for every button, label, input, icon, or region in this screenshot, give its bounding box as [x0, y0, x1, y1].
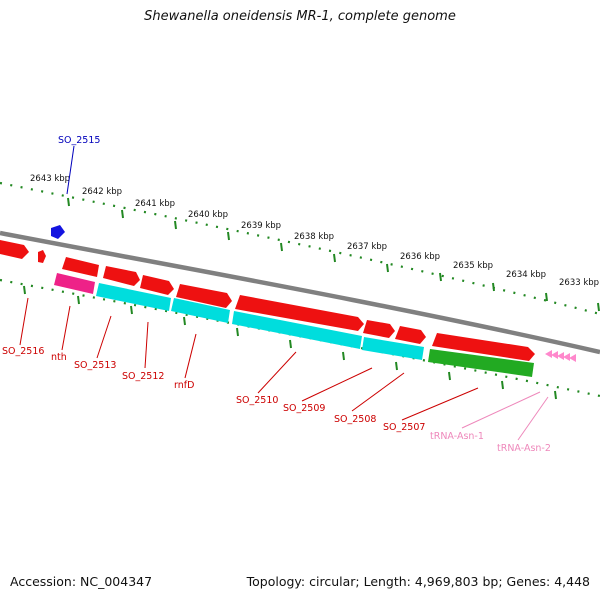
leader-so2513	[96, 315, 112, 359]
outer-major-tick	[492, 282, 495, 292]
inner-major-tick	[23, 285, 26, 295]
trna-arrow-1[interactable]	[545, 350, 552, 358]
outer-major-tick	[386, 263, 389, 273]
feature-so2508-forward[interactable]	[395, 326, 426, 344]
outer-major-tick	[174, 220, 177, 230]
gene-label-so2516[interactable]: SO_2516	[2, 346, 44, 357]
feature-rrna-green[interactable]	[428, 349, 534, 377]
feature-rnfd-reverse[interactable]	[171, 298, 230, 323]
leader-so2515	[66, 145, 75, 195]
feature-so2513-reverse[interactable]	[96, 283, 171, 311]
tick-label: 2637 kbp	[347, 242, 387, 252]
trna-arrow-2[interactable]	[551, 351, 558, 359]
inner-dot-track	[0, 278, 600, 398]
outer-major-tick	[227, 231, 230, 241]
outer-major-tick	[545, 292, 548, 302]
gene-label-so2512[interactable]: SO_2512	[122, 371, 164, 382]
tick-label: 2638 kbp	[294, 232, 334, 242]
gene-label-so2508[interactable]: SO_2508	[334, 414, 376, 425]
feature-so2512-forward[interactable]	[140, 275, 174, 295]
feature-so2516[interactable]	[0, 240, 29, 259]
gene-label-so2513[interactable]: SO_2513	[74, 360, 116, 371]
feature-so2510-reverse[interactable]	[232, 311, 362, 349]
outer-major-tick	[280, 242, 283, 252]
inner-major-tick	[501, 380, 504, 390]
tick-label: 2636 kbp	[400, 252, 440, 262]
outer-major-tick	[333, 253, 336, 263]
inner-major-tick	[448, 371, 451, 381]
inner-major-tick	[183, 316, 186, 326]
inner-major-tick	[554, 390, 557, 400]
leader-so2516	[19, 297, 29, 346]
reverse-strand-features	[54, 273, 576, 377]
leader-rnfd	[184, 333, 197, 379]
leader-so2510	[257, 351, 297, 394]
gene-label-so2515[interactable]: SO_2515	[58, 135, 100, 146]
feature-nth-reverse[interactable]	[54, 273, 95, 294]
feature-so2509-forward[interactable]	[363, 320, 395, 338]
leader-so2508	[351, 372, 405, 412]
inner-major-tick	[130, 305, 133, 315]
genome-backbone	[0, 230, 600, 355]
tick-label: 2640 kbp	[188, 210, 228, 220]
feature-nth-forward[interactable]	[62, 257, 99, 277]
inner-major-tick	[236, 327, 239, 337]
tick-label: 2634 kbp	[506, 270, 546, 280]
outer-major-ticks	[67, 197, 600, 312]
tick-label: 2639 kbp	[241, 221, 281, 231]
tick-label: 2641 kbp	[135, 199, 175, 209]
outer-major-tick	[597, 302, 600, 312]
inner-major-tick	[289, 339, 292, 349]
feature-rnfd-forward[interactable]	[176, 284, 232, 308]
feature-so2509-reverse[interactable]	[362, 337, 424, 360]
feature-so2507-forward[interactable]	[432, 333, 535, 361]
leader-so2512	[144, 321, 149, 369]
tick-label: 2633 kbp	[559, 278, 599, 288]
inner-major-tick	[395, 361, 398, 371]
inner-major-tick	[342, 351, 345, 361]
label-leaders	[19, 145, 549, 441]
leader-so2507	[401, 387, 479, 421]
gene-label-so2507[interactable]: SO_2507	[383, 422, 425, 433]
feature-small-red[interactable]	[38, 250, 46, 263]
map-title: Shewanella oneidensis MR-1, complete gen…	[144, 9, 456, 24]
gene-label-so2509[interactable]: SO_2509	[283, 403, 325, 414]
trna-arrow-5[interactable]	[569, 354, 576, 362]
feature-so2513-forward[interactable]	[103, 266, 140, 286]
feature-so2510-forward[interactable]	[235, 295, 364, 331]
gene-labels: SO_2515 SO_2516 nth SO_2513 SO_2512 rnfD…	[2, 135, 551, 454]
inner-major-ticks	[23, 285, 557, 400]
gene-label-rnfd[interactable]: rnfD	[174, 380, 194, 391]
trna-arrow-4[interactable]	[563, 353, 570, 361]
tick-labels: 2643 kbp 2642 kbp 2641 kbp 2640 kbp 2639 kbp…	[30, 174, 599, 288]
forward-strand-features	[0, 225, 535, 361]
feature-so2515-arrow[interactable]	[51, 225, 65, 239]
gene-label-trna-asn-2[interactable]: tRNA-Asn-2	[497, 443, 551, 454]
gene-label-nth[interactable]: nth	[51, 352, 67, 363]
gene-label-trna-asn-1[interactable]: tRNA-Asn-1	[430, 431, 484, 442]
leader-trna-asn-1	[461, 391, 541, 429]
leader-so2509	[301, 367, 373, 402]
gene-label-so2510[interactable]: SO_2510	[236, 395, 278, 406]
leader-nth	[61, 305, 71, 351]
outer-major-tick	[67, 197, 70, 207]
tick-label: 2635 kbp	[453, 261, 493, 271]
leader-trna-asn-2	[517, 396, 549, 441]
topology-text: Topology: circular; Length: 4,969,803 bp…	[246, 574, 590, 589]
trna-arrows[interactable]	[545, 350, 576, 362]
trna-arrow-3[interactable]	[557, 352, 564, 360]
inner-major-tick	[77, 295, 80, 305]
outer-major-tick	[439, 272, 442, 282]
accession-text: Accession: NC_004347	[10, 574, 153, 589]
outer-major-tick	[121, 209, 124, 219]
tick-label: 2642 kbp	[82, 187, 122, 197]
tick-label: 2643 kbp	[30, 174, 70, 184]
